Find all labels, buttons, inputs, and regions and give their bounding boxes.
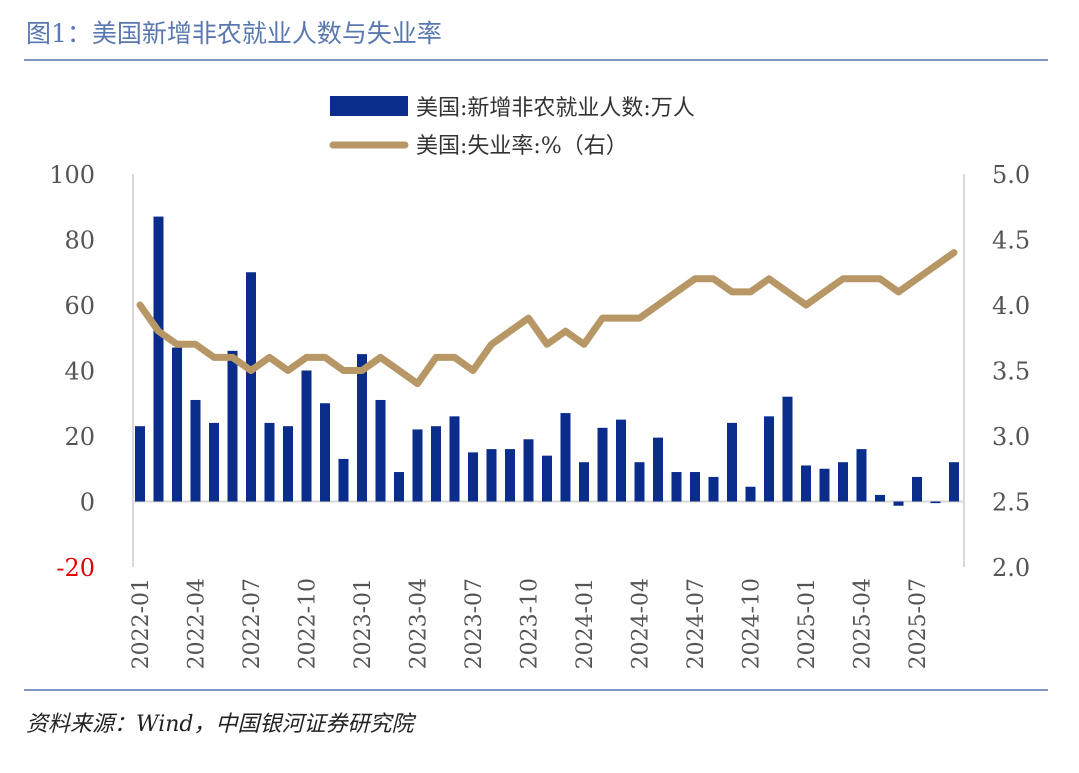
x-tick-label: 2023-10 [518,578,543,669]
top-rule [24,59,1048,61]
bar-2023-07 [468,452,478,502]
bar-2024-10 [745,486,756,502]
x-tick-label: 2025-04 [851,578,876,669]
right-tick-label: 3.0 [992,423,1030,451]
bar-2024-11 [764,416,774,502]
x-tick-label: 2022-07 [240,578,265,669]
x-tick-label: 2023-04 [407,578,432,669]
bar-2025-09 [949,462,959,502]
source-note: 资料来源：Wind，中国银河证券研究院 [26,712,414,737]
bar-2024-12 [782,396,793,502]
right-tick-label: 2.5 [992,489,1030,517]
bar-2023-01 [357,354,367,502]
bar-2022-05 [209,422,219,502]
bar-2023-03 [394,472,404,502]
bar-2023-09 [505,449,515,502]
bar-2022-09 [283,426,293,502]
bar-2022-03 [172,347,182,502]
left-tick-label: 60 [64,292,95,320]
bar-2022-01 [135,426,145,502]
right-tick-label: 3.5 [992,358,1030,386]
bar-2025-06 [893,501,904,506]
bar-2023-10 [523,439,534,502]
x-tick-label: 2023-07 [462,578,487,669]
legend-bar-swatch [330,96,408,116]
bar-2023-06 [449,416,460,502]
bar-2022-11 [320,403,330,502]
bar-2022-06 [227,350,238,502]
x-tick-label: 2022-04 [185,578,210,669]
bar-2022-08 [264,422,275,502]
bar-2023-04 [412,429,423,502]
x-tick-label: 2022-10 [296,578,321,669]
bar-2023-08 [486,449,497,502]
x-tick-label: 2024-10 [740,578,765,669]
bar-2024-01 [579,462,589,502]
x-tick-label: 2022-01 [129,578,154,669]
left-tick-label: 20 [64,423,95,451]
bar-2022-04 [190,399,201,502]
bar-2022-12 [338,458,349,502]
legend-bar-label: 美国:新增非农就业人数:万人 [416,96,695,121]
bar-2025-05 [875,494,885,502]
figure-title: 图1：美国新增非农就业人数与失业率 [26,19,442,48]
bar-2024-02 [597,427,608,502]
bar-2024-05 [653,437,663,502]
right-tick-label: 5.0 [992,161,1030,189]
bar-2025-01 [801,465,811,502]
left-tick-label: 100 [49,161,95,189]
bottom-rule [24,689,1048,691]
x-tick-label: 2024-07 [684,578,709,669]
x-tick-label: 2025-01 [795,578,820,669]
bar-2024-08 [708,476,719,502]
unemployment-line [136,249,958,388]
x-tick-label: 2023-01 [351,578,376,669]
bar-2025-04 [856,449,867,502]
bar-2024-04 [634,462,645,502]
left-tick-label: 0 [80,489,95,517]
bar-2024-06 [671,472,682,502]
bar-2023-12 [560,413,571,502]
right-tick-label: 4.5 [992,227,1030,255]
x-tick-label: 2025-07 [906,578,931,669]
bar-2023-02 [375,399,386,502]
bar-2022-02 [153,216,164,502]
bar-2024-09 [727,422,737,502]
bar-2025-08 [930,501,941,504]
bar-2022-07 [246,272,256,502]
bar-2025-02 [819,468,830,502]
right-tick-label: 4.0 [992,292,1030,320]
bar-2025-07 [912,476,922,502]
right-tick-label: 2.0 [992,554,1030,582]
x-tick-label: 2024-01 [573,578,598,669]
left-tick-label: 80 [64,227,95,255]
left-tick-label: 40 [64,358,95,386]
left-tick-label: -20 [56,554,95,582]
bar-2024-03 [616,419,626,502]
bar-2024-07 [690,472,700,502]
bar-2023-05 [431,426,441,502]
bar-2022-10 [301,370,312,502]
bar-2025-03 [838,462,848,502]
bar-2023-11 [542,455,552,502]
legend-line-label: 美国:失业率:%（右） [416,134,628,159]
x-tick-label: 2024-04 [629,578,654,669]
